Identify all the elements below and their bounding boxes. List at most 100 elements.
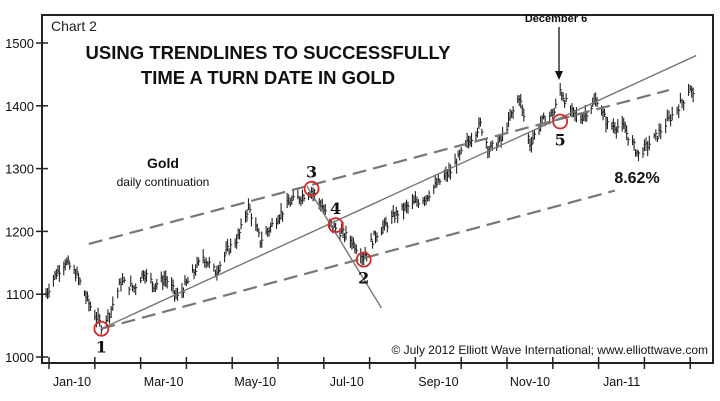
y-tick-label: 1200	[5, 224, 34, 239]
wave-points: 1 34 2 5	[93, 113, 569, 357]
price-bar	[590, 105, 593, 115]
price-bar	[376, 232, 379, 243]
price-bar	[69, 261, 72, 270]
price-bar	[559, 82, 562, 96]
x-tick-label: Nov-10	[510, 375, 550, 389]
price-bar	[247, 198, 251, 210]
price-bar	[135, 283, 138, 296]
price-bar	[67, 255, 70, 265]
wave-circle-marker	[303, 180, 320, 197]
price-bar	[240, 218, 243, 230]
price-bar	[55, 268, 58, 280]
price-bar	[397, 210, 400, 224]
price-bar	[145, 269, 149, 283]
price-bar	[648, 135, 651, 151]
copyright-text: © July 2012 Elliott Wave International; …	[391, 343, 708, 357]
turn-date-arrow-icon	[555, 27, 563, 80]
chart-label: Chart 2	[51, 18, 97, 34]
price-bar	[436, 177, 439, 188]
chart-title-line-2: TIME A TURN DATE IN GOLD	[141, 67, 395, 88]
price-bar	[407, 201, 410, 214]
price-bar	[89, 301, 92, 311]
wave-label: 4	[330, 199, 341, 218]
x-tick-label: Jan-11	[603, 375, 640, 389]
price-bar	[372, 240, 375, 249]
price-bar	[627, 137, 630, 146]
price-bar	[497, 135, 500, 148]
wave-label: 1	[96, 338, 107, 357]
price-bar	[671, 106, 674, 121]
price-bar	[562, 92, 565, 102]
price-bar	[292, 190, 295, 201]
price-bar	[479, 117, 483, 127]
price-bar	[394, 211, 397, 223]
price-bar	[198, 257, 201, 266]
price-bar	[258, 228, 261, 238]
x-tick-label: Jan-10	[53, 375, 91, 389]
price-bar	[86, 291, 90, 302]
price-bar	[370, 232, 373, 243]
price-bar	[520, 93, 523, 109]
price-bar	[642, 147, 645, 158]
price-bar	[195, 264, 198, 276]
price-bar	[227, 238, 230, 252]
price-bar	[99, 314, 102, 327]
trendlines	[88, 54, 697, 330]
y-tick-label: 1100	[6, 287, 34, 302]
price-bar	[533, 130, 537, 140]
price-bar	[271, 218, 274, 227]
price-bar	[665, 118, 668, 134]
series-name: Gold	[147, 155, 179, 171]
price-bar	[76, 266, 79, 276]
price-bar	[166, 275, 169, 289]
price-bar	[246, 209, 249, 222]
price-bar	[182, 287, 186, 298]
wave-label: 3	[306, 163, 317, 182]
price-bar	[58, 264, 61, 282]
price-bar	[506, 122, 509, 134]
price-bar	[633, 138, 636, 151]
price-bar	[386, 222, 389, 233]
price-bar	[117, 287, 120, 299]
price-bar	[128, 286, 131, 296]
price-bar	[606, 116, 610, 130]
price-bar	[564, 99, 567, 108]
price-bar	[79, 277, 82, 285]
wave-circle-marker	[552, 113, 569, 130]
price-bar	[236, 234, 239, 249]
price-bar	[48, 283, 51, 298]
x-tick-label: May-10	[234, 375, 276, 389]
price-bar	[213, 263, 216, 272]
price-bar	[523, 108, 526, 122]
price-bar	[324, 203, 327, 215]
x-tick-label: Jul-10	[330, 375, 364, 389]
price-bar	[112, 296, 115, 311]
price-bar	[626, 125, 629, 141]
price-bar	[230, 238, 233, 254]
price-bar	[355, 244, 358, 255]
wave-circle-marker	[355, 251, 372, 268]
price-bar	[439, 178, 442, 185]
price-bar	[219, 261, 222, 273]
price-bar	[481, 128, 484, 136]
price-bar	[678, 104, 681, 119]
price-bar	[565, 93, 568, 103]
price-bar	[692, 87, 695, 103]
decline-percent-label: 8.62%	[614, 170, 659, 187]
solid-trendline	[101, 54, 697, 330]
price-bars	[45, 82, 695, 335]
price-bar	[403, 203, 406, 220]
price-bar	[596, 97, 599, 108]
price-bar	[123, 276, 126, 284]
y-axis: 1000 1100 1200 1300 1400 1500	[5, 36, 48, 365]
price-bar	[476, 127, 480, 138]
y-tick-label: 1500	[5, 36, 34, 51]
price-bar	[617, 119, 620, 133]
y-tick-label: 1400	[5, 99, 34, 114]
price-bar	[282, 211, 285, 222]
price-bar	[637, 150, 641, 162]
plot-frame	[41, 14, 714, 364]
solid-trendline	[306, 185, 383, 309]
price-bar	[150, 272, 153, 284]
